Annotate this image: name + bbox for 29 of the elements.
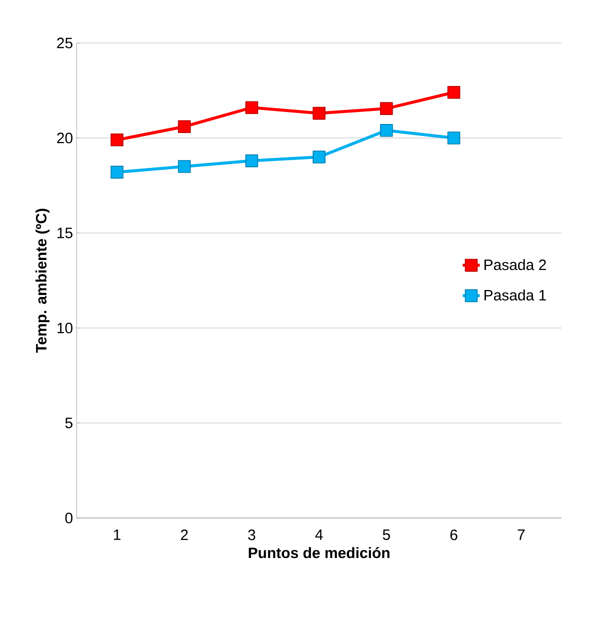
point <box>245 154 258 168</box>
point <box>447 132 460 144</box>
point <box>380 102 393 115</box>
legend-label: Pasada 2 <box>484 259 546 270</box>
point <box>312 106 326 120</box>
x-tick-label: 5 <box>382 530 390 540</box>
y-tick-label: 25 <box>57 38 72 48</box>
x-tick-label: 3 <box>248 530 256 540</box>
x-axis-title: Puntos de medición <box>248 547 390 558</box>
x-tick-label: 7 <box>518 530 525 540</box>
y-tick-label: 10 <box>58 322 72 334</box>
y-axis-title: Temp. ambiente (ºC) <box>36 208 50 353</box>
y-tick-label: 20 <box>57 132 72 144</box>
x-tick-label: 2 <box>180 530 188 540</box>
y-tick-label: 5 <box>65 418 72 428</box>
point <box>380 124 393 137</box>
x-tick-label: 4 <box>315 530 323 540</box>
point <box>447 86 460 99</box>
x-tick-label: 1 <box>114 530 120 540</box>
y-tick-label: 0 <box>65 512 72 524</box>
point <box>178 160 191 173</box>
point <box>110 166 124 179</box>
point <box>245 101 258 114</box>
legend-label: Pasada 1 <box>484 289 546 301</box>
point <box>178 120 191 133</box>
point <box>312 150 326 164</box>
point <box>110 133 124 146</box>
y-tick-label: 15 <box>58 228 72 238</box>
x-tick-label: 6 <box>450 530 458 540</box>
